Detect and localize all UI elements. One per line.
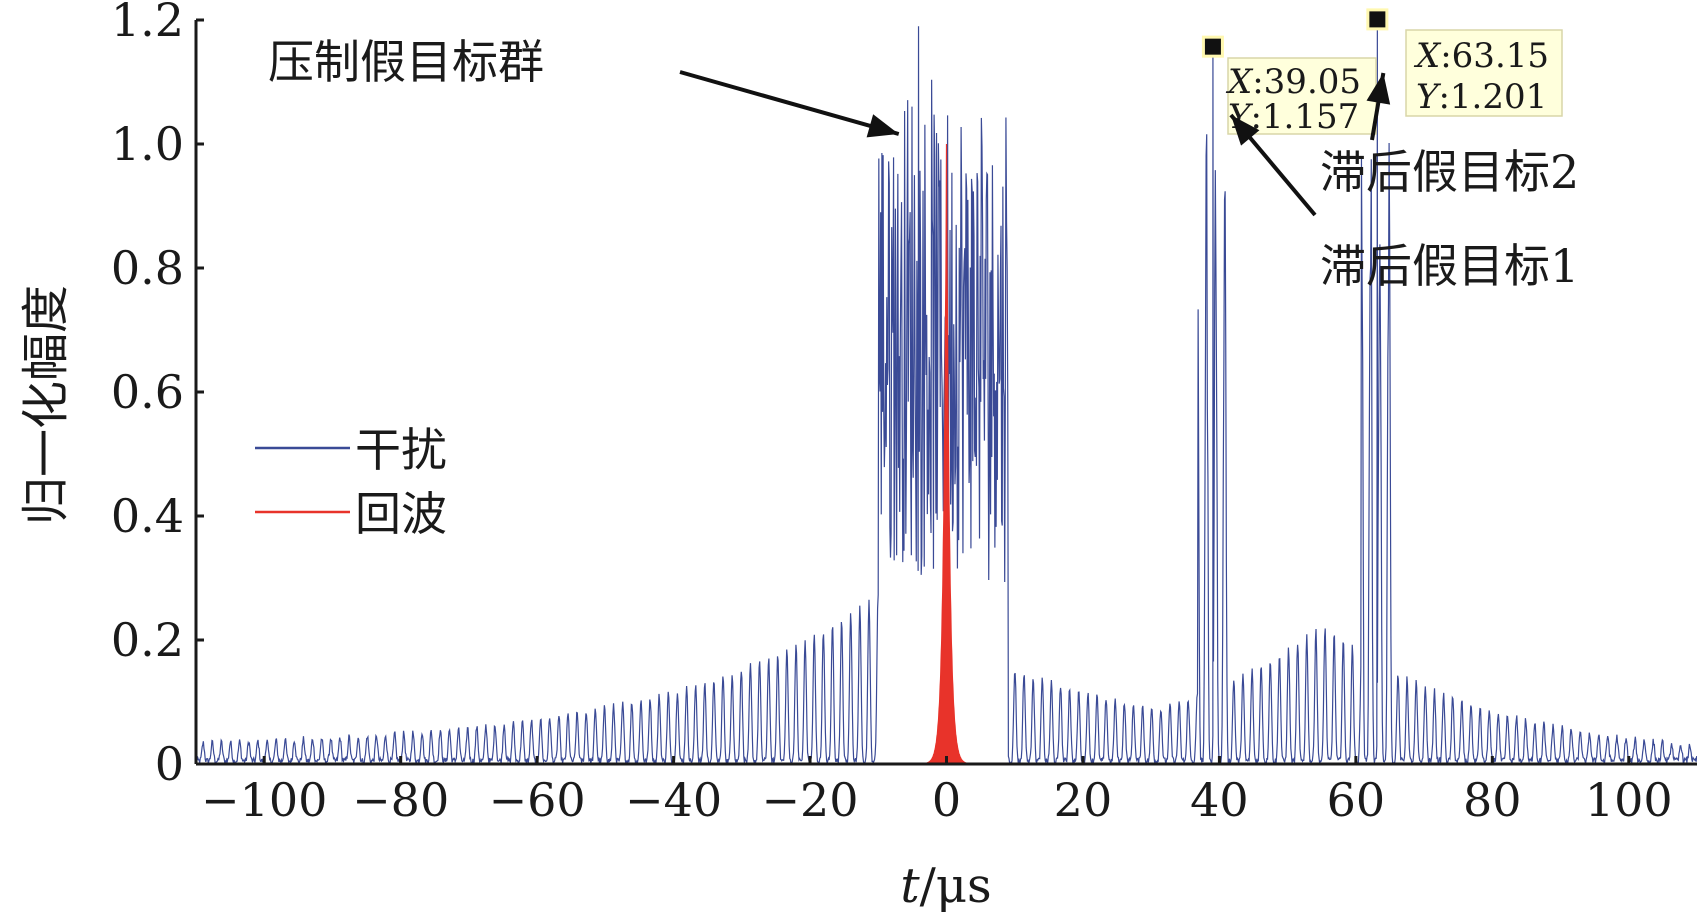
arrow-suppression-group-head: [866, 114, 899, 138]
datatip-2-y: Y:1.201: [1416, 77, 1547, 117]
y-tick-label: 1.0: [111, 117, 184, 171]
x-tick-label: 0: [932, 773, 961, 827]
datatip-2-x-label: X: [1413, 36, 1442, 76]
datatip-2-y-value: :1.201: [1438, 77, 1547, 117]
y-tick-label: 0.6: [111, 365, 184, 419]
x-tick-label: 100: [1585, 773, 1673, 827]
annotation-lag-target-1: 滞后假目标1: [1320, 239, 1579, 293]
x-tick-label: 60: [1327, 773, 1386, 827]
datatip-1-y-value: :1.157: [1250, 97, 1359, 137]
legend-label-jamming: 干扰: [355, 423, 447, 477]
datatip-1: X:39.05 Y:1.157: [1225, 57, 1377, 137]
datatip-2-y-label: Y: [1416, 77, 1442, 117]
x-axis-title-unit: /μs: [920, 858, 992, 914]
datatip-2: X:63.15 Y:1.201: [1405, 29, 1563, 117]
legend: 干扰 回波: [255, 423, 447, 541]
y-tick-label: 0.8: [111, 241, 184, 295]
datatip-marker: [1204, 38, 1221, 55]
arrow-suppression-group: [679, 70, 900, 136]
x-tick-label: −100: [201, 773, 327, 827]
x-axis-title: t/μs: [900, 858, 991, 914]
x-tick-label: 20: [1054, 773, 1113, 827]
x-tick-label: −60: [489, 773, 586, 827]
datatip-marker: [1369, 11, 1386, 28]
arrow-lag-target-1-head: [1230, 115, 1260, 146]
series-line-echo: [925, 143, 967, 764]
datatip-2-box: [1405, 29, 1563, 117]
x-tick-label: 40: [1190, 773, 1249, 827]
y-tick-label: 0: [155, 737, 184, 791]
arrow-lag-target-2-head: [1366, 73, 1391, 105]
x-tick-label: −40: [625, 773, 722, 827]
datatip-1-box: [1227, 57, 1377, 135]
y-tick-label: 0.2: [111, 613, 184, 667]
y-axis-title: 归一化幅度: [18, 285, 74, 525]
y-tick-label: 1.2: [111, 0, 184, 47]
datatip-1-y: Y:1.157: [1228, 97, 1359, 137]
datatip-1-x: X:39.05: [1225, 62, 1361, 102]
x-axis-title-var: t: [900, 858, 920, 914]
annotation-lag-target-2: 滞后假目标2: [1320, 145, 1579, 199]
x-tick-label: −80: [352, 773, 449, 827]
annotation-suppression-group: 压制假目标群: [268, 35, 544, 89]
datatip-1-x-label: X: [1225, 62, 1254, 102]
y-tick-label: 0.4: [111, 489, 184, 543]
x-tick-label: 80: [1463, 773, 1522, 827]
datatip-2-x: X:63.15: [1413, 36, 1549, 76]
datatip-2-x-value: :63.15: [1440, 36, 1549, 76]
datatip-1-x-value: :39.05: [1252, 62, 1361, 102]
x-tick-label: −20: [762, 773, 859, 827]
legend-label-echo: 回波: [355, 487, 447, 541]
